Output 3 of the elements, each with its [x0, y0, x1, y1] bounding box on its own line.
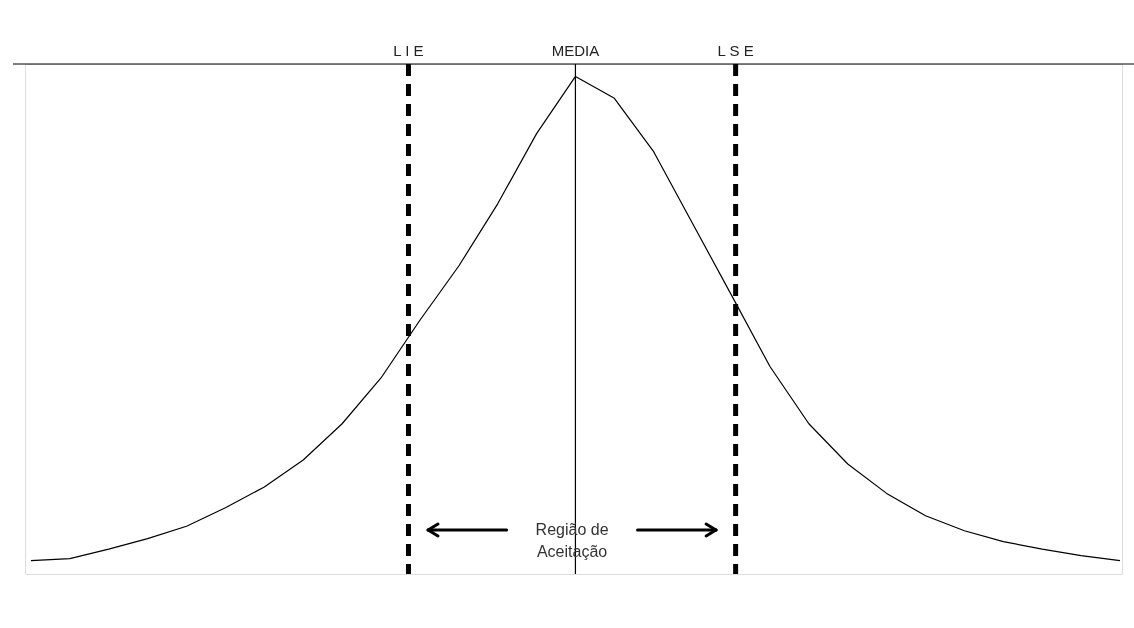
- text: L S E: [717, 42, 754, 59]
- text: MEDIA: [551, 42, 600, 59]
- text: L I E: [393, 42, 424, 59]
